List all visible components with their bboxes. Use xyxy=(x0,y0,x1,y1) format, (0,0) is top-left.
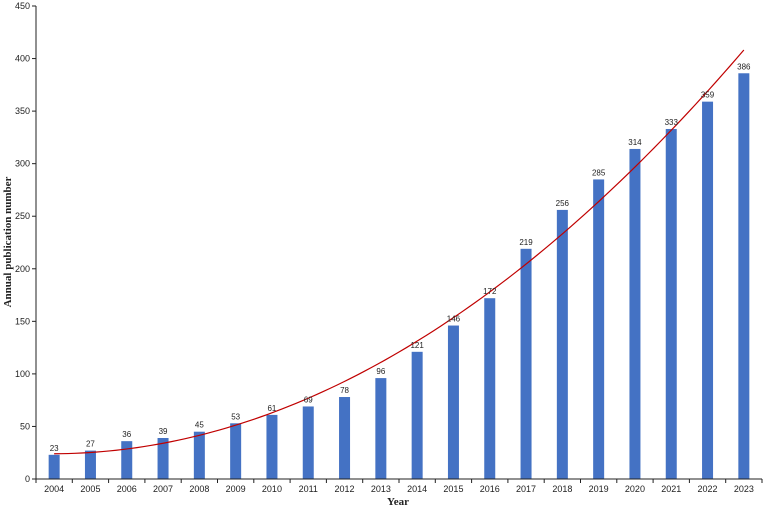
bars-group xyxy=(48,73,750,480)
bar-2023 xyxy=(738,73,750,479)
bar-2019 xyxy=(593,179,605,479)
bar-2016 xyxy=(484,298,496,479)
data-label-2011: 69 xyxy=(304,395,313,404)
data-label-2013: 96 xyxy=(376,367,385,376)
x-tick-label-2018: 2018 xyxy=(552,484,572,494)
x-tick-label-2005: 2005 xyxy=(80,484,100,494)
data-label-2019: 285 xyxy=(592,168,606,177)
bar-2005 xyxy=(84,450,96,479)
data-label-2009: 53 xyxy=(231,412,240,421)
bar-2006 xyxy=(121,441,133,479)
bar-2010 xyxy=(266,414,278,479)
bar-2013 xyxy=(375,378,387,479)
bar-2009 xyxy=(230,423,242,479)
x-tick-label-2020: 2020 xyxy=(625,484,645,494)
y-tick-label-350: 350 xyxy=(15,106,30,116)
labels-group: 23 27 36 39 45 53 61 69 78 96 121 146 172 219 256 285 31… xyxy=(15,1,754,494)
x-tick-label-2022: 2022 xyxy=(698,484,718,494)
data-label-2022: 359 xyxy=(701,91,715,100)
bar-2017 xyxy=(520,248,532,479)
bar-2012 xyxy=(339,397,351,479)
y-axis-title: Annual publication number xyxy=(2,176,14,307)
data-label-2016: 172 xyxy=(483,287,497,296)
data-label-2007: 39 xyxy=(159,427,168,436)
trendline-group xyxy=(54,49,745,455)
data-label-2020: 314 xyxy=(628,138,642,147)
x-axis-title: Year xyxy=(387,496,409,508)
y-tick-label-450: 450 xyxy=(15,1,30,11)
axes-group xyxy=(32,5,763,483)
x-tick-label-2009: 2009 xyxy=(226,484,246,494)
x-tick-label-2016: 2016 xyxy=(480,484,500,494)
data-label-2004: 23 xyxy=(50,444,59,453)
y-tick-label-250: 250 xyxy=(15,211,30,221)
x-tick-label-2014: 2014 xyxy=(407,484,427,494)
y-tick-label-400: 400 xyxy=(15,54,30,64)
x-tick-label-2021: 2021 xyxy=(661,484,681,494)
x-tick-label-2017: 2017 xyxy=(516,484,536,494)
bar-2004 xyxy=(48,454,60,479)
x-tick-label-2008: 2008 xyxy=(189,484,209,494)
bar-2020 xyxy=(629,148,641,479)
x-tick-label-2006: 2006 xyxy=(117,484,137,494)
bar-2008 xyxy=(193,431,205,479)
data-label-2017: 219 xyxy=(519,238,533,247)
data-label-2021: 333 xyxy=(665,118,679,127)
y-tick-label-100: 100 xyxy=(15,369,30,379)
x-tick-label-2011: 2011 xyxy=(299,484,318,494)
data-label-2023: 386 xyxy=(737,62,751,71)
bar-2014 xyxy=(411,351,423,479)
data-label-2008: 45 xyxy=(195,421,204,430)
x-tick-label-2015: 2015 xyxy=(443,484,463,494)
y-tick-label-150: 150 xyxy=(15,316,30,326)
x-tick-label-2007: 2007 xyxy=(153,484,173,494)
bar-2021 xyxy=(665,128,677,480)
data-label-2012: 78 xyxy=(340,386,349,395)
x-tick-label-2019: 2019 xyxy=(589,484,609,494)
data-label-2005: 27 xyxy=(86,440,95,449)
x-tick-label-2023: 2023 xyxy=(734,484,754,494)
trendline xyxy=(54,49,745,455)
data-label-2006: 36 xyxy=(122,430,131,439)
x-tick-label-2012: 2012 xyxy=(335,484,355,494)
x-tick-label-2013: 2013 xyxy=(371,484,391,494)
data-label-2010: 61 xyxy=(267,404,276,413)
y-tick-label-50: 50 xyxy=(20,421,30,431)
y-tick-label-200: 200 xyxy=(15,264,30,274)
bar-2011 xyxy=(302,406,314,479)
data-label-2014: 121 xyxy=(410,341,424,350)
x-tick-label-2010: 2010 xyxy=(262,484,282,494)
data-label-2018: 256 xyxy=(556,199,570,208)
bar-2015 xyxy=(447,325,459,479)
bar-2022 xyxy=(702,101,714,479)
x-tick-label-2004: 2004 xyxy=(44,484,64,494)
bar-2018 xyxy=(556,209,568,479)
bar-2007 xyxy=(157,438,169,479)
y-tick-label-300: 300 xyxy=(15,159,30,169)
y-tick-label-0: 0 xyxy=(25,474,30,484)
data-label-2015: 146 xyxy=(447,315,461,324)
